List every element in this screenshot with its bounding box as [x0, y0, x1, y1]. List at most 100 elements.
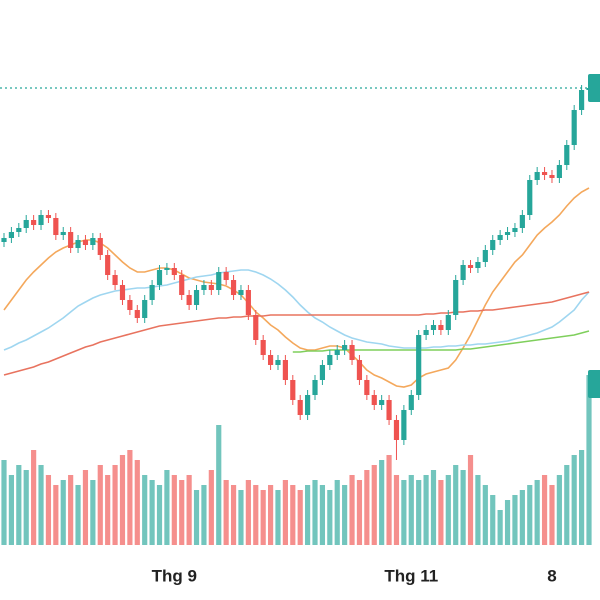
volume-bar	[386, 455, 392, 545]
volume-bar	[504, 500, 511, 545]
candle-body	[482, 250, 488, 262]
candle-body	[127, 300, 133, 310]
candle-body	[275, 360, 281, 365]
candle-body	[216, 272, 222, 290]
candle-body	[238, 290, 244, 295]
volume-bar	[342, 485, 348, 545]
volume-bar	[379, 460, 385, 545]
candle-body	[1, 238, 7, 242]
volume-bar	[134, 460, 140, 545]
candle-body	[193, 290, 200, 305]
volume-bar	[186, 475, 192, 545]
candle-body	[119, 285, 126, 300]
volume-bar	[364, 470, 370, 545]
candle-body	[386, 400, 392, 420]
candle-body	[260, 340, 266, 355]
volume-bar	[334, 480, 340, 545]
last-volume-marker	[588, 370, 600, 398]
volume-bar	[245, 480, 251, 545]
volume-bar	[401, 480, 407, 545]
moving-average-line	[3, 269, 590, 351]
candle-body	[282, 360, 288, 380]
volume-bar	[393, 475, 400, 545]
candle-body	[379, 400, 385, 405]
volume-bar	[53, 485, 59, 545]
volume-bar	[571, 455, 577, 545]
volume-bar	[16, 465, 22, 545]
candle-body	[356, 360, 363, 380]
volume-bar	[371, 465, 377, 545]
candle-body	[541, 172, 548, 175]
candle-body	[68, 232, 74, 248]
candle-body	[156, 270, 163, 285]
volume-bar	[519, 490, 525, 545]
volume-bar	[586, 375, 592, 545]
candle-body	[571, 110, 577, 145]
candle-body	[327, 355, 333, 365]
candle-body	[267, 355, 274, 365]
candle-body	[105, 255, 111, 275]
volume-bar	[1, 460, 7, 545]
volume-bar	[201, 485, 207, 545]
candle-body	[556, 165, 562, 178]
volume-bar	[75, 485, 81, 545]
volume-bar	[127, 450, 133, 545]
candle-body	[423, 330, 429, 335]
volume-bar	[156, 485, 163, 545]
volume-bar	[549, 485, 555, 545]
candle-body	[149, 285, 155, 300]
volume-bar	[223, 480, 229, 545]
candle-body	[305, 395, 311, 415]
volume-bar	[556, 475, 562, 545]
volume-bar	[60, 480, 66, 545]
volume-bar	[579, 450, 585, 545]
candle-body	[253, 315, 259, 340]
x-tick-label: Thg 9	[152, 566, 197, 585]
volume-bar	[179, 480, 185, 545]
volume-bar	[453, 465, 459, 545]
x-tick-label: 8	[547, 566, 556, 585]
volume-bar	[216, 425, 222, 545]
candle-body	[179, 275, 185, 295]
candle-body	[512, 228, 518, 232]
candle-body	[460, 265, 466, 280]
volume-bar	[82, 470, 89, 545]
volume-bar	[45, 475, 52, 545]
candle-body	[134, 310, 140, 318]
volume-bar	[275, 490, 281, 545]
volume-bar	[564, 465, 570, 545]
volume-bar	[112, 465, 118, 545]
candle-body	[334, 350, 340, 355]
candle-body	[186, 295, 192, 305]
volume-bar	[208, 470, 214, 545]
volume-bar	[327, 490, 333, 545]
candle-body	[45, 215, 52, 218]
candle-body	[534, 172, 540, 180]
candle-body	[90, 238, 96, 245]
volume-bar	[482, 485, 488, 545]
volume-bar	[490, 495, 496, 545]
candle-body	[31, 220, 37, 225]
candle-body	[208, 285, 214, 290]
volume-bar	[238, 490, 244, 545]
volume-bar	[90, 480, 96, 545]
candle-body	[142, 300, 148, 318]
volume-bar	[319, 485, 326, 545]
volume-bar	[438, 480, 444, 545]
candle-body	[475, 262, 481, 268]
candle-body	[171, 268, 177, 275]
candle-body	[82, 240, 89, 245]
candle-body	[430, 325, 437, 330]
candle-body	[564, 145, 570, 165]
volume-bar	[282, 480, 288, 545]
volume-bar	[253, 485, 259, 545]
volume-bar	[445, 475, 451, 545]
candle-body	[467, 265, 474, 268]
candle-body	[364, 380, 370, 395]
candle-body	[393, 420, 400, 440]
volume-bar	[305, 485, 311, 545]
volume-bar	[97, 465, 103, 545]
volume-bar	[312, 480, 318, 545]
candle-body	[201, 285, 207, 290]
